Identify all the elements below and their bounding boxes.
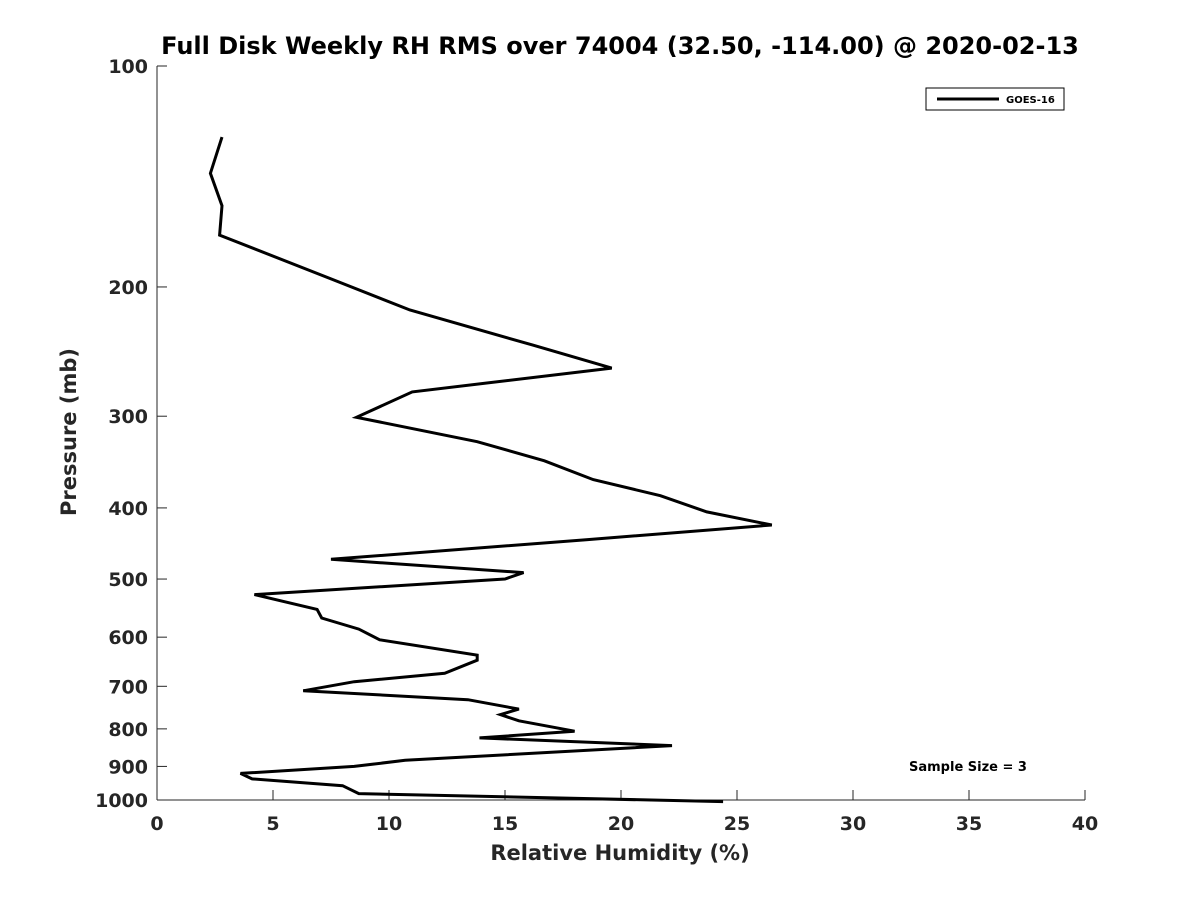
x-axis-ticks: 0 5 10 15 20 25 30 35 40 (150, 790, 1098, 835)
y-tick-label: 300 (108, 406, 148, 428)
y-tick-label: 500 (108, 569, 148, 591)
x-tick-label: 5 (266, 813, 279, 835)
series-layer (208, 136, 773, 804)
y-tick-label: 800 (108, 719, 148, 741)
y-tick-label: 100 (108, 56, 148, 78)
y-tick-label: 700 (108, 676, 148, 698)
y-tick-label: 400 (108, 498, 148, 520)
y-tick-label: 600 (108, 627, 148, 649)
x-tick-label: 30 (840, 813, 866, 835)
x-tick-label: 40 (1072, 813, 1098, 835)
y-tick-label: 900 (108, 756, 148, 778)
y-axis-ticks: 100 200 300 400 500 600 700 800 900 1000 (95, 56, 167, 812)
series-line (208, 136, 773, 804)
y-tick-label: 1000 (95, 790, 148, 812)
legend: GOES-16 (925, 87, 1065, 111)
x-tick-label: 35 (956, 813, 982, 835)
x-tick-label: 20 (608, 813, 634, 835)
x-tick-label: 10 (376, 813, 402, 835)
y-axis-label: Pressure (mb) (57, 348, 81, 516)
x-axis-label: Relative Humidity (%) (490, 841, 749, 865)
plot-axes (156, 66, 1085, 801)
x-tick-label: 15 (492, 813, 518, 835)
chart-title: Full Disk Weekly RH RMS over 74004 (32.5… (161, 32, 1079, 60)
y-tick-label: 200 (108, 277, 148, 299)
x-tick-label: 25 (724, 813, 750, 835)
sample-size-annotation: Sample Size = 3 (909, 760, 1027, 775)
legend-label: GOES-16 (1006, 95, 1055, 106)
x-tick-label: 0 (150, 813, 163, 835)
